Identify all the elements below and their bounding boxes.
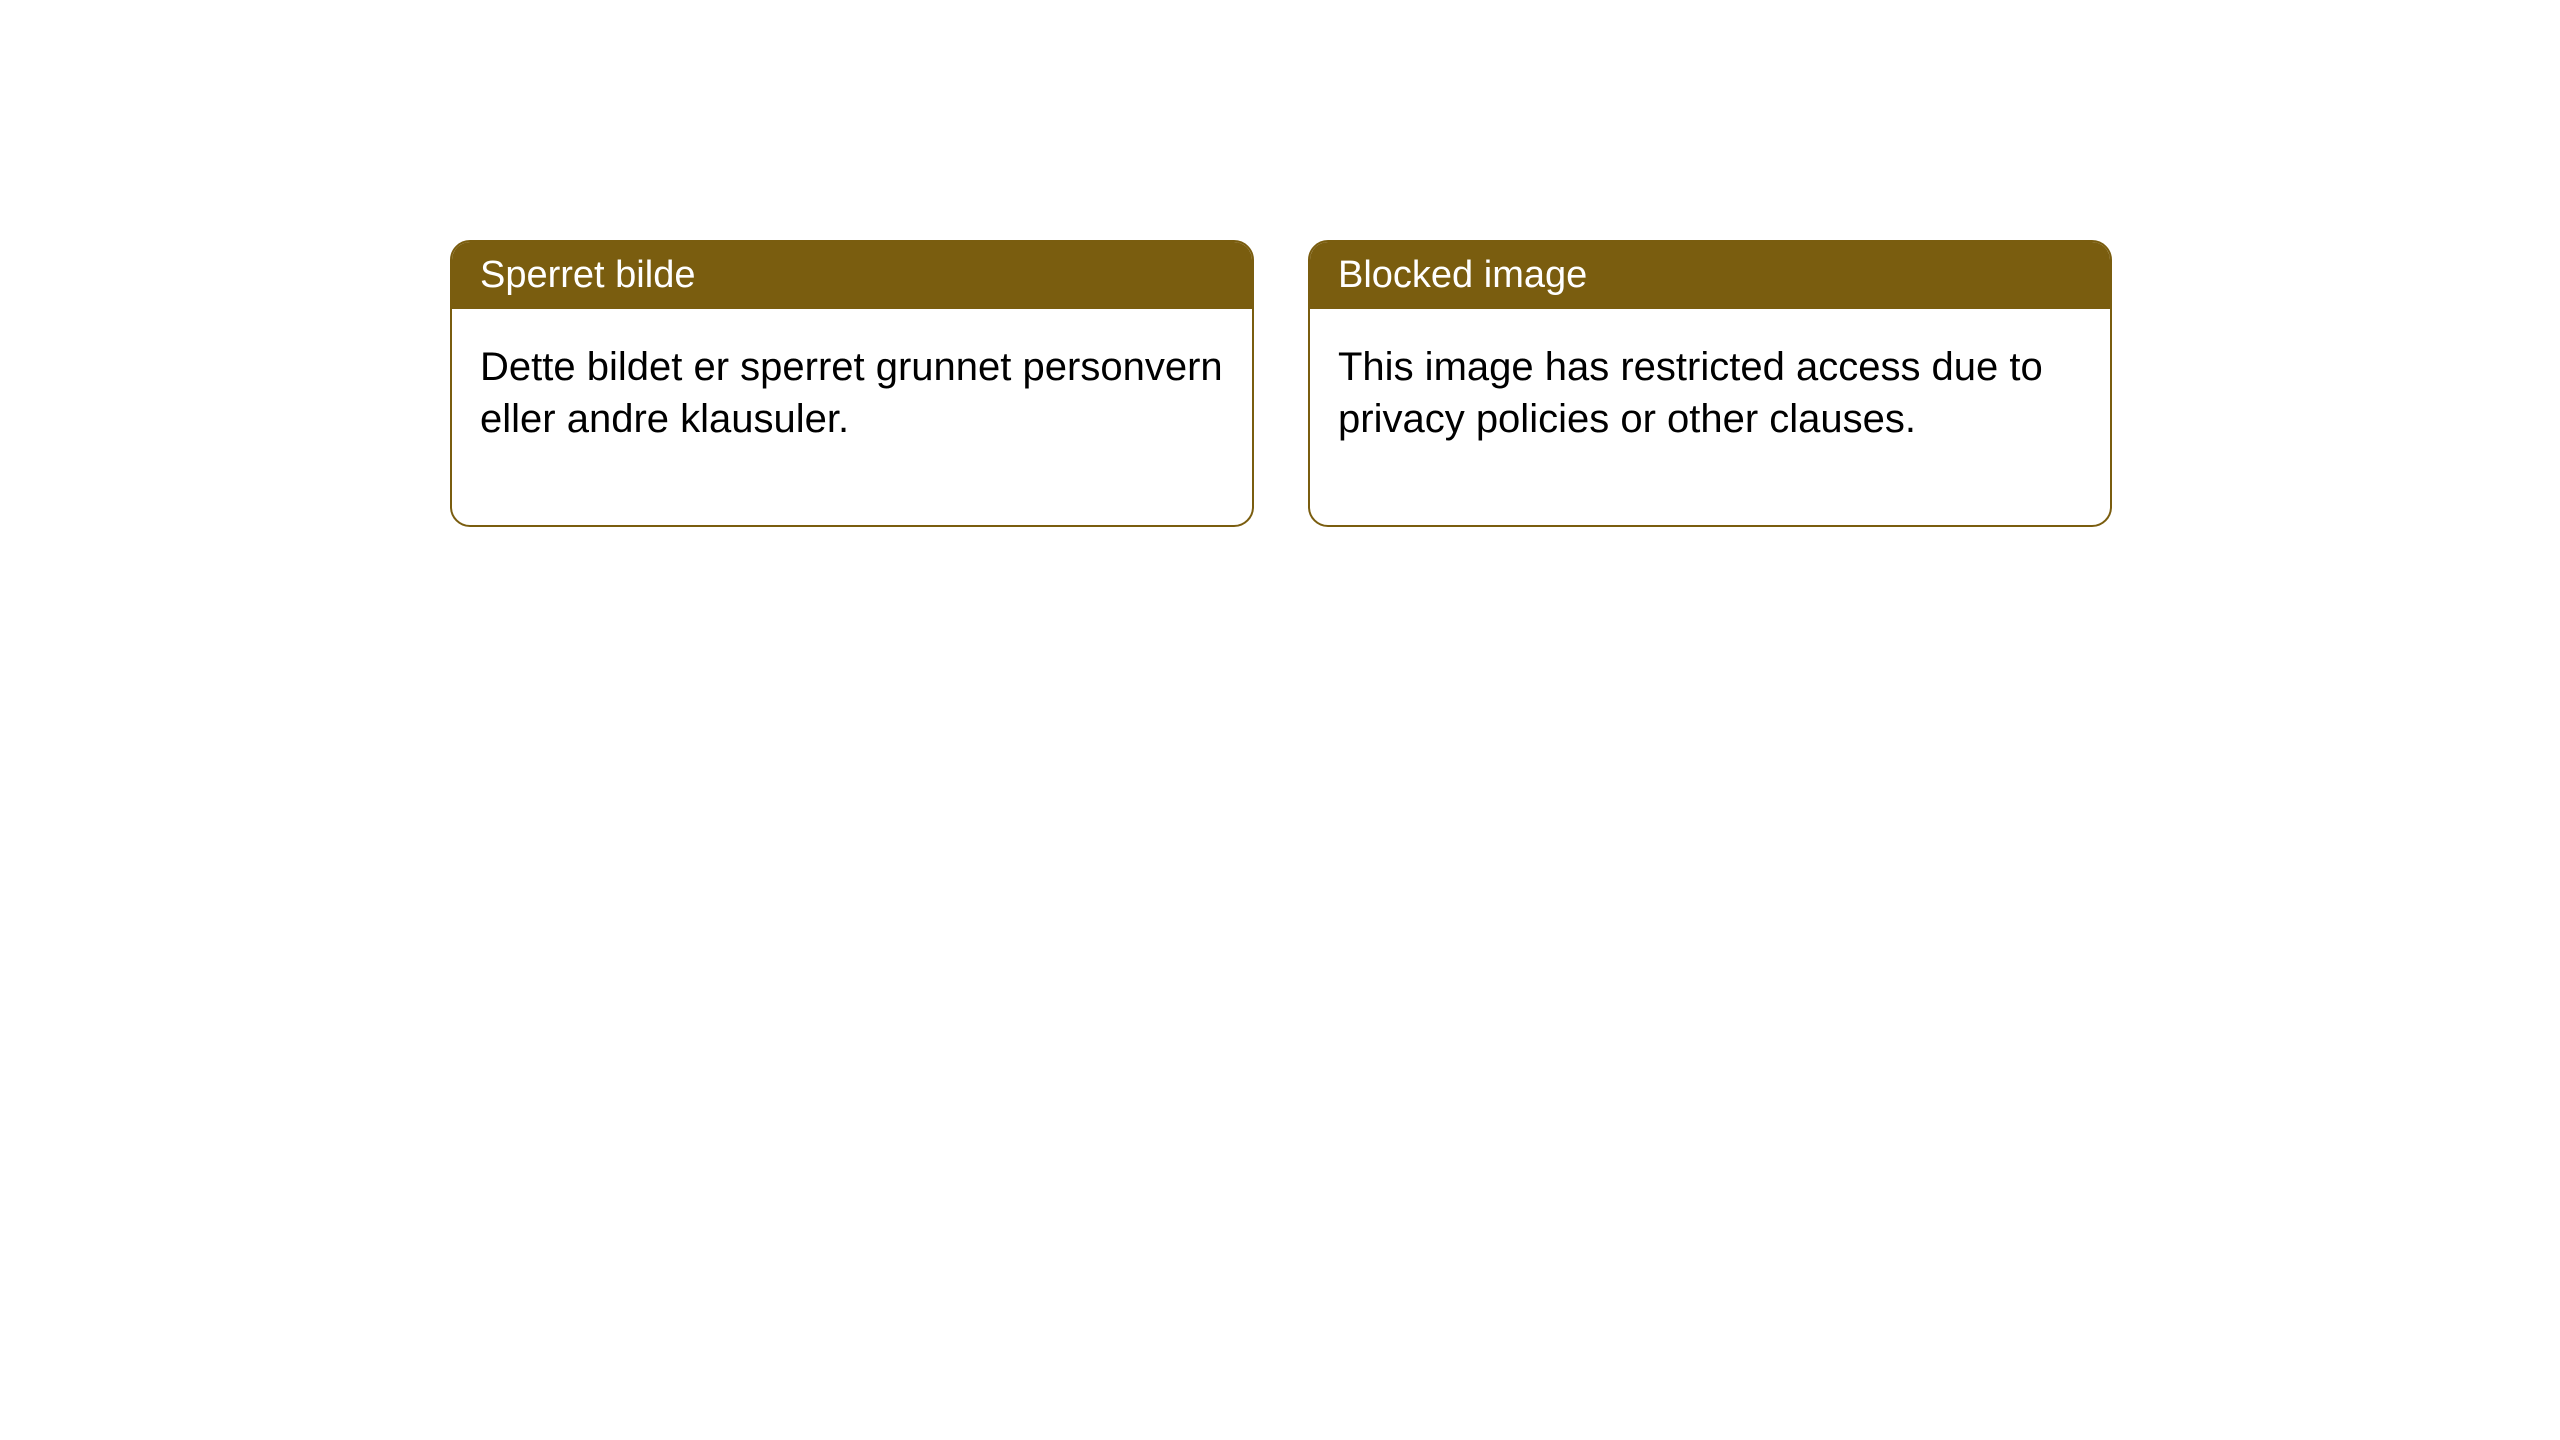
notice-body: Dette bildet er sperret grunnet personve… [452, 309, 1252, 525]
notice-container: Sperret bilde Dette bildet er sperret gr… [450, 240, 2112, 527]
notice-body: This image has restricted access due to … [1310, 309, 2110, 525]
notice-header: Sperret bilde [452, 242, 1252, 309]
notice-header: Blocked image [1310, 242, 2110, 309]
notice-card-norwegian: Sperret bilde Dette bildet er sperret gr… [450, 240, 1254, 527]
notice-card-english: Blocked image This image has restricted … [1308, 240, 2112, 527]
